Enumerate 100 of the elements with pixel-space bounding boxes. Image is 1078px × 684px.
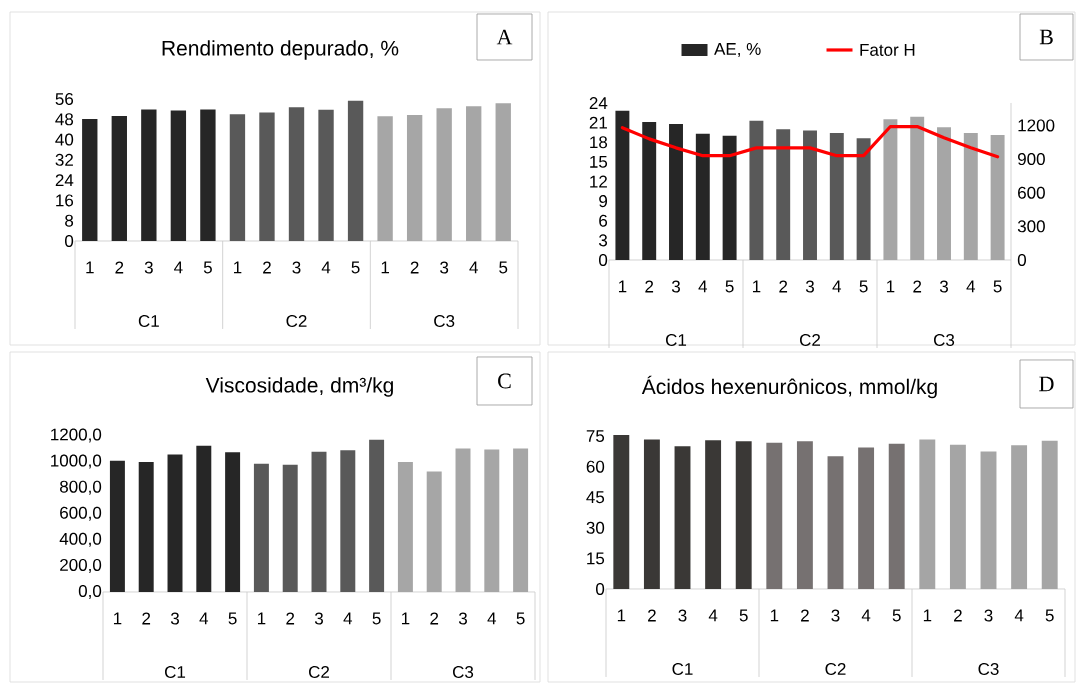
text: D: [1039, 376, 1054, 392]
y-tick-label: 1000,0: [51, 454, 102, 469]
x-tick-label: 3: [831, 609, 840, 622]
y-tick-label: 0: [599, 253, 608, 267]
y-tick-label: 45: [586, 491, 605, 504]
x-tick-label: 1: [752, 280, 761, 293]
x-tick-label: 2: [286, 612, 295, 625]
x-tick-label: 2: [801, 609, 809, 622]
bar: [888, 443, 905, 589]
x-tick-label: 4: [199, 612, 209, 625]
bar: [674, 446, 691, 589]
y-tick-label: 32: [55, 153, 73, 166]
bar: [484, 449, 500, 592]
text: C1: [672, 662, 693, 676]
bar: [229, 114, 246, 241]
x-tick-label: 4: [698, 280, 708, 293]
bar: [377, 116, 393, 241]
y-tick-label: 30: [586, 521, 605, 534]
y-tick-label: 75: [586, 430, 605, 443]
y-tick-label: 15: [587, 552, 605, 565]
x-tick-label: 3: [671, 280, 680, 293]
x-tick-label: 5: [203, 261, 212, 274]
x-tick-label: 5: [739, 609, 748, 622]
x-tick-label: 5: [372, 612, 381, 625]
x-tick-label: 5: [516, 612, 525, 625]
x-tick-label: 2: [263, 261, 271, 274]
y-tick-label: 400,0: [59, 532, 102, 547]
x-tick-label: 1: [618, 280, 627, 293]
x-tick-label: 4: [861, 609, 871, 622]
y-tick-label: 24: [589, 97, 608, 109]
x-tick-label: 3: [314, 612, 323, 625]
y-tick-label: 1200,0: [51, 428, 102, 443]
x-tick-label: 5: [993, 280, 1002, 293]
y2-tick-label: 300: [1017, 220, 1045, 233]
x-tick-label: 5: [351, 261, 360, 274]
x-tick-label: 1: [113, 612, 122, 625]
x-tick-label: 4: [174, 261, 183, 274]
y-tick-label: 18: [590, 136, 608, 149]
bar: [796, 441, 813, 589]
x-tick-label: 2: [954, 609, 962, 622]
bar: [109, 460, 125, 592]
y-tick-label: 40: [55, 133, 74, 146]
bar: [949, 444, 966, 589]
y-tick-label: 6: [599, 214, 608, 227]
y-tick-label: 48: [55, 113, 74, 126]
bar: [705, 440, 722, 589]
bar: [436, 108, 452, 241]
bar: [406, 114, 423, 241]
x-tick-label: 2: [648, 609, 656, 622]
text: C2: [800, 333, 821, 347]
bar: [495, 103, 511, 241]
y-tick-label: 600,0: [60, 506, 102, 521]
text: C1: [138, 314, 159, 328]
bar: [311, 451, 327, 592]
bar: [455, 448, 471, 592]
x-tick-label: 3: [292, 261, 301, 274]
bar: [318, 109, 334, 241]
bar: [643, 439, 660, 589]
x-tick-label: 4: [469, 261, 478, 274]
x-tick-label: 1: [401, 612, 410, 625]
x-tick-label: 4: [343, 612, 353, 625]
y-tick-label: 200,0: [60, 558, 102, 573]
x-tick-label: 2: [115, 261, 124, 274]
x-tick-label: 1: [381, 261, 390, 274]
x-tick-label: 4: [487, 612, 497, 625]
x-tick-label: 1: [923, 609, 932, 622]
bar: [397, 461, 413, 592]
bar: [282, 464, 298, 592]
x-tick-label: 4: [1014, 609, 1024, 622]
bar: [200, 109, 216, 241]
x-tick-label: 5: [725, 280, 734, 293]
bar: [426, 471, 442, 592]
bar: [138, 461, 154, 592]
x-tick-label: 3: [939, 280, 948, 293]
x-tick-label: 1: [886, 280, 895, 293]
x-tick-label: 1: [617, 609, 626, 622]
x-tick-label: 4: [966, 280, 976, 293]
y-tick-label: 21: [589, 116, 607, 129]
legend-label: Fator H: [860, 44, 915, 56]
y-tick-label: 0,0: [78, 584, 102, 600]
x-tick-label: 2: [913, 280, 922, 293]
y2-tick-label: 1200: [1018, 119, 1055, 132]
bar: [466, 106, 482, 241]
y2-tick-label: 0: [1017, 253, 1026, 267]
y-tick-label: 16: [56, 194, 74, 207]
bar: [111, 115, 127, 241]
y-tick-label: 0: [65, 234, 74, 248]
text: C: [498, 373, 511, 389]
text: C1: [666, 333, 687, 347]
text: B: [1039, 29, 1053, 45]
text: C3: [978, 662, 999, 676]
x-tick-label: 3: [678, 609, 687, 622]
y-tick-label: 9: [599, 195, 608, 208]
chart-title: Ácidos hexenurônicos, mmol/kg: [641, 375, 937, 399]
x-tick-label: 3: [805, 280, 814, 293]
bar: [340, 450, 356, 592]
bar: [253, 463, 269, 592]
x-tick-label: 4: [321, 261, 331, 274]
x-tick-label: 2: [410, 261, 419, 274]
text: A: [496, 29, 513, 45]
